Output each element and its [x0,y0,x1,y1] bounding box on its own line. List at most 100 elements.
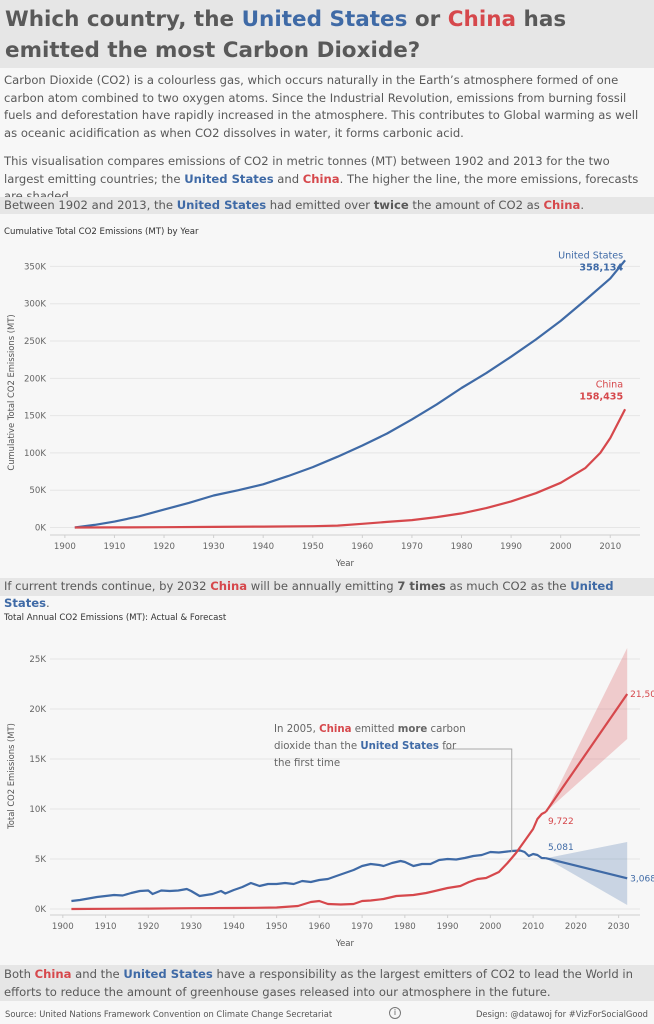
band-china: China [210,579,248,593]
title-china: China [447,7,517,32]
band-text: Both [4,967,35,981]
x-tick-label: 1930 [180,922,202,932]
x-tick-label: 1930 [203,542,225,552]
y-tick-label: 15K [29,755,46,765]
band-text: If current trends continue, by 2032 [4,579,211,593]
title-text: or [407,7,448,32]
annotation-china: China [319,724,352,735]
intro-paragraph-1: Carbon Dioxide (CO2) is a colourless gas… [4,73,639,140]
x-tick-label: 1910 [95,922,117,932]
y-tick-label: 20K [29,705,46,715]
annual-forecast-chart: 0K 5K 10K 15K 20K 25K 1900 1910 1920 1930 1940 1950… [6,648,654,949]
annotation-text: In 2005, [274,724,320,735]
y-tick-label: 0K [35,905,46,915]
band-us: United States [176,198,267,212]
us-forecast-band [545,842,628,905]
band-text: have a responsibility as the largest emi… [4,967,633,999]
annotation-connector [443,748,513,852]
y-tick-label: 150K [24,412,46,422]
china-end-value: 158,435 [579,391,623,402]
band-text: . [580,198,585,212]
x-tick-label: 2010 [522,922,544,932]
us-actual-line [71,849,546,903]
y-axis-label: Cumulative Total CO2 Emissions (MT) [6,314,16,470]
x-tick-label: 1900 [54,542,76,552]
x-tick-label: 1940 [223,922,245,932]
design-credit[interactable]: Design: @datawoj for #VizForSocialGood [475,1009,648,1019]
band-us: United States [4,579,614,610]
x-tick-label: 1970 [351,922,373,932]
annotation-text: emitted [351,724,398,735]
us-actual-end-value: 5,081 [548,843,574,853]
x-tick-label: 2010 [599,542,621,552]
x-tick-label: 1980 [451,542,473,552]
x-axis-label: Year [335,559,355,569]
x-tick-label: 1990 [500,542,522,552]
band-text: and the [71,967,124,981]
chart-title-annual: Total Annual CO2 Emissions (MT): Actual … [4,613,227,623]
y-tick-label: 10K [29,805,46,815]
summary-band-1: Between 1902 and 2013, the United States… [0,197,654,214]
y-tick-label: 50K [29,486,46,496]
annotation-text: carbon dioxide than the [274,724,466,752]
y-tick-label: 250K [24,337,46,347]
intro-china: China [302,171,340,186]
china-forecast-end-value: 21,505 [630,690,654,700]
band-text: as much CO2 as the [445,579,571,593]
intro-us: United States [184,171,274,186]
summary-band-3: Both China and the United States have a … [0,965,654,1001]
band-text: the amount of CO2 as [408,198,544,212]
x-tick-label: 1920 [153,542,175,552]
summary-band-2: If current trends continue, by 2032 Chin… [0,578,654,610]
band-text: will be annually emitting [247,579,398,593]
page-title: Which country, the United States or Chin… [0,0,654,68]
source-text: Source: United Nations Framework Convent… [5,1009,333,1019]
china-forecast-band [545,648,628,812]
x-tick-label: 1950 [266,922,288,932]
cumulative-chart: 0K 50K 100K 150K 200K 250K 300K 350K 1900 1910 192… [6,250,640,569]
us-line [74,259,626,529]
x-axis-label: Year [335,939,355,949]
x-tick-label: 1970 [401,542,423,552]
title-text: Which country, the [5,7,242,32]
band-text: had emitted over [266,198,374,212]
y-tick-label: 300K [24,300,46,310]
x-tick-label: 1990 [437,922,459,932]
chart-annotation: In 2005, China emitted more carbon dioxi… [274,721,474,772]
band-bold: 7 times [397,579,446,593]
intro-text: Carbon Dioxide (CO2) is a colourless gas… [4,72,652,217]
china-line [74,408,627,529]
x-tick-label: 1950 [302,542,324,552]
us-forecast-end-value: 3,068 [630,874,654,884]
title-text: has emitted the most Carbon Dioxide? [5,7,567,63]
us-forecast-line [545,857,628,880]
info-icon[interactable]: i [389,1007,401,1019]
y-tick-label: 200K [24,374,46,384]
annotation-text: for the first time [274,741,457,769]
band-china: China [34,967,72,981]
china-forecast-line [544,693,629,813]
band-text: Between 1902 and 2013, the [4,198,177,212]
y-tick-label: 25K [29,655,46,665]
band-china: China [543,198,581,212]
y-tick-label: 350K [24,262,46,272]
title-us: United States [241,7,408,32]
x-tick-label: 2000 [479,922,501,932]
us-series-label: United States [558,250,623,261]
band-bold: twice [373,198,409,212]
annotation-bold: more [397,724,428,735]
x-tick-label: 1910 [104,542,126,552]
y-axis-label: Total CO2 Emissions (MT) [6,723,16,830]
x-tick-label: 1920 [137,922,159,932]
y-tick-label: 0K [35,524,46,534]
x-tick-label: 1940 [252,542,274,552]
x-tick-label: 1980 [394,922,416,932]
footer: Source: United Nations Framework Convent… [0,1004,654,1024]
x-tick-label: 2020 [565,922,587,932]
annotation-us: United States [360,741,439,752]
x-tick-label: 2000 [550,542,572,552]
china-actual-end-value: 9,722 [548,817,574,827]
intro-text: This visualisation compares emissions of… [4,154,610,186]
x-tick-label: 1960 [351,542,373,552]
x-tick-label: 1960 [308,922,330,932]
